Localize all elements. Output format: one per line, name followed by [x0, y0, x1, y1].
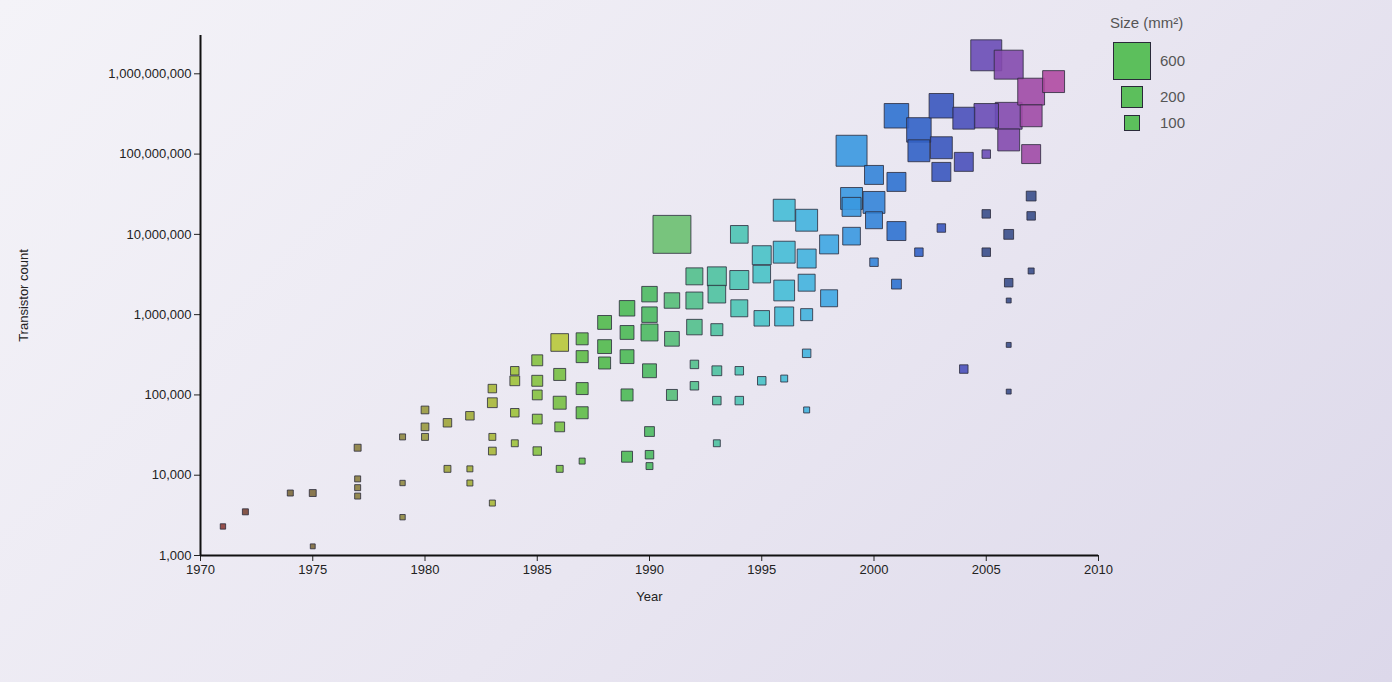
- html-text:600: 600: [1160, 52, 1185, 70]
- svg-text:1980: 1980: [411, 562, 440, 577]
- svg-text:2005: 2005: [972, 562, 1001, 577]
- svg-text:Year: Year: [636, 589, 663, 604]
- html-text:100: 100: [1160, 114, 1185, 132]
- html-text:200: 200: [1160, 88, 1185, 106]
- svg-text:1,000: 1,000: [159, 548, 192, 563]
- svg-text:1,000,000,000: 1,000,000,000: [108, 66, 191, 81]
- svg-text:1,000,000: 1,000,000: [134, 307, 192, 322]
- svg-text:100,000: 100,000: [145, 387, 192, 402]
- svg-text:10,000: 10,000: [152, 467, 192, 482]
- svg-text:2010: 2010: [1084, 562, 1113, 577]
- svg-text:Transistor count: Transistor count: [16, 249, 31, 342]
- html-text:Size (mm²): Size (mm²): [1110, 14, 1184, 31]
- svg-text:100,000,000: 100,000,000: [119, 146, 191, 161]
- svg-text:1975: 1975: [298, 562, 327, 577]
- svg-text:1990: 1990: [635, 562, 664, 577]
- svg-text:1995: 1995: [747, 562, 776, 577]
- svg-text:1970: 1970: [186, 562, 215, 577]
- svg-text:1985: 1985: [523, 562, 552, 577]
- svg-text:2000: 2000: [860, 562, 889, 577]
- svg-text:10,000,000: 10,000,000: [126, 227, 191, 242]
